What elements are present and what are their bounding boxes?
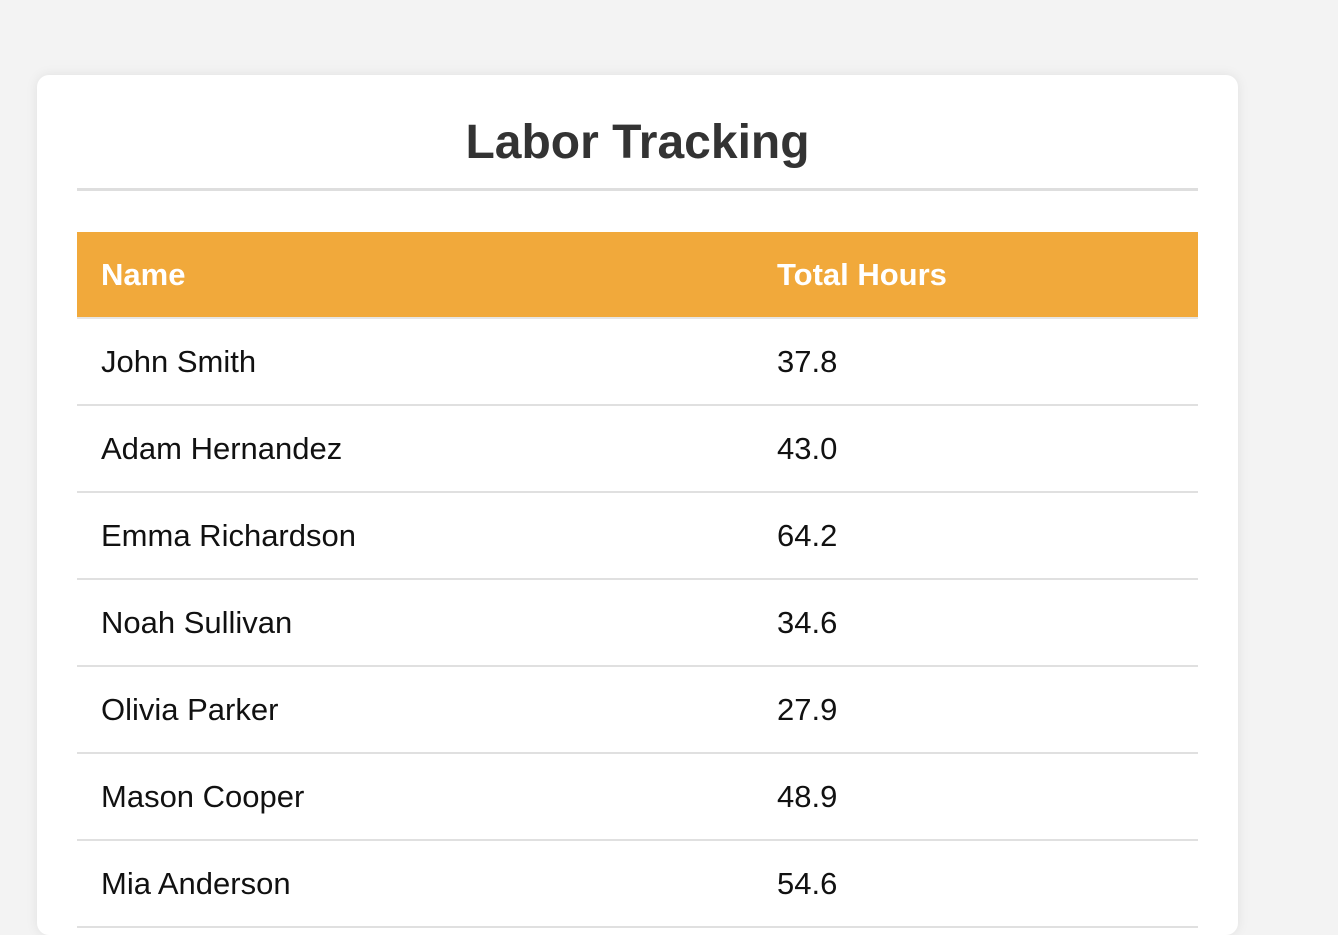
employee-name-cell: Mason Cooper: [77, 753, 753, 841]
table-header-row: Name Total Hours: [77, 232, 1198, 319]
employee-name-cell: Adam Hernandez: [77, 405, 753, 493]
table-row[interactable]: Adam Hernandez 43.0: [77, 405, 1198, 493]
total-hours-cell: 43.0: [753, 405, 1198, 493]
table-row[interactable]: Noah Sullivan 34.6: [77, 579, 1198, 667]
table-row[interactable]: John Smith 37.8: [77, 318, 1198, 406]
labor-tracking-card: Labor Tracking Name Total Hours John Smi…: [37, 75, 1238, 935]
table-row[interactable]: Mason Cooper 48.9: [77, 753, 1198, 841]
table-header: Name Total Hours: [77, 232, 1198, 319]
employee-name-cell: Emma Richardson: [77, 492, 753, 580]
table-row[interactable]: Emma Richardson 64.2: [77, 492, 1198, 580]
employee-name-cell: Noah Sullivan: [77, 579, 753, 667]
total-hours-cell: 54.6: [753, 840, 1198, 928]
table-body: John Smith 37.8 Adam Hernandez 43.0 Emma…: [77, 318, 1198, 928]
employee-name-cell: John Smith: [77, 318, 753, 406]
total-hours-cell: 37.8: [753, 318, 1198, 406]
column-header-name[interactable]: Name: [77, 232, 753, 319]
table-row[interactable]: Mia Anderson 54.6: [77, 840, 1198, 928]
page-title: Labor Tracking: [465, 116, 810, 169]
total-hours-cell: 27.9: [753, 666, 1198, 754]
labor-table: Name Total Hours John Smith 37.8 Adam He…: [77, 232, 1198, 928]
column-header-total-hours[interactable]: Total Hours: [753, 232, 1198, 319]
employee-name-cell: Mia Anderson: [77, 840, 753, 928]
total-hours-cell: 34.6: [753, 579, 1198, 667]
total-hours-cell: 48.9: [753, 753, 1198, 841]
table-row[interactable]: Olivia Parker 27.9: [77, 666, 1198, 754]
total-hours-cell: 64.2: [753, 492, 1198, 580]
title-divider: [77, 188, 1198, 191]
employee-name-cell: Olivia Parker: [77, 666, 753, 754]
